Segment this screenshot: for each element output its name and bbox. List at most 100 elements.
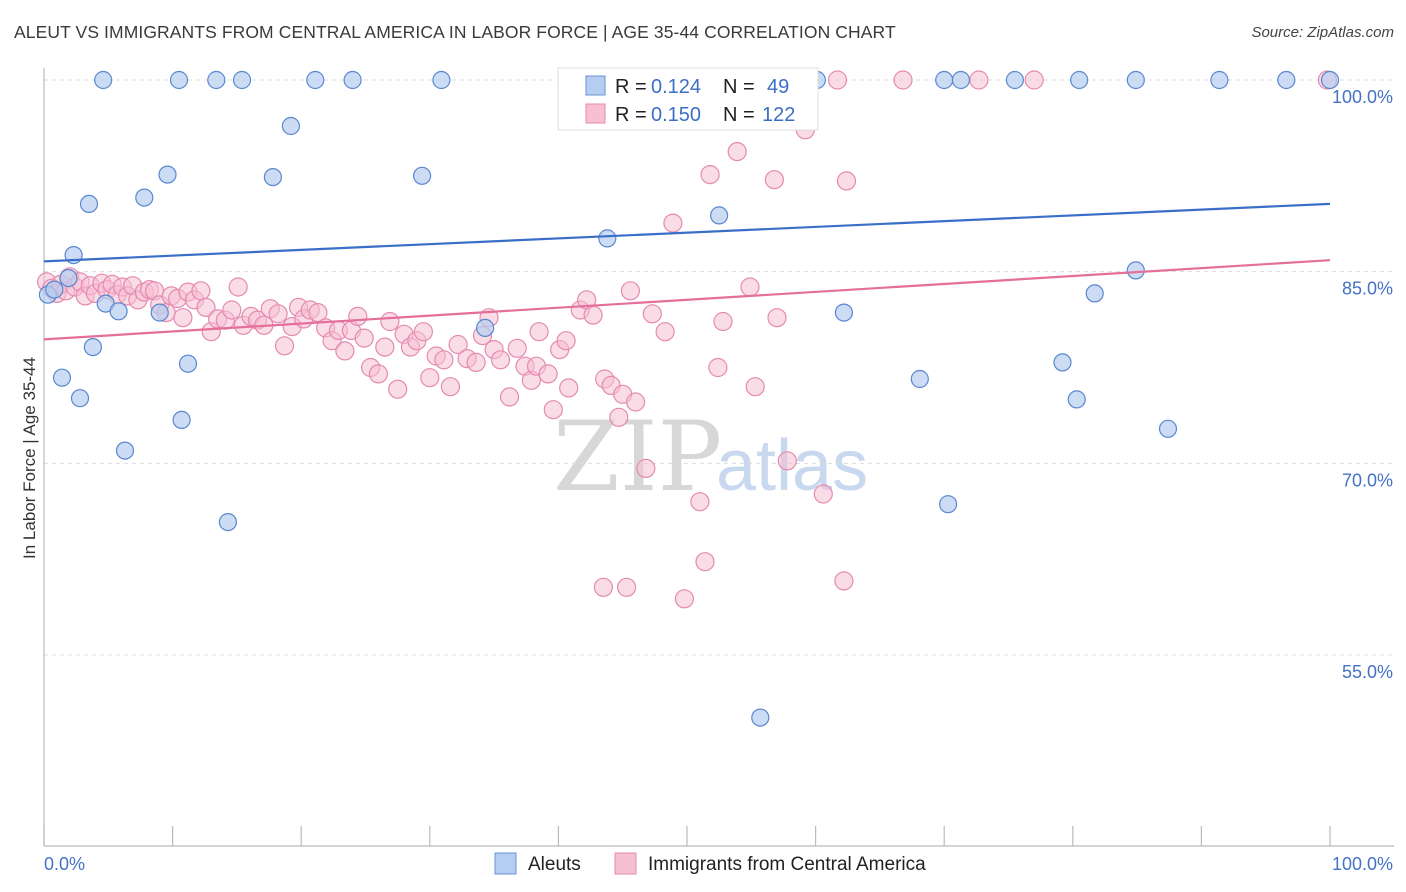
point-immigrants [834,571,854,591]
point-aleuts [1126,261,1145,280]
point-immigrants [490,350,511,370]
point-immigrants [609,407,629,427]
point-immigrants [583,305,603,325]
point-immigrants [466,352,486,372]
point-aleuts [94,70,113,90]
point-immigrants [593,577,614,597]
point-aleuts [1158,419,1178,438]
point-immigrants [655,322,675,342]
bottom-legend-swatch-aleuts [494,852,517,875]
point-aleuts [70,389,90,408]
point-aleuts [1067,390,1086,409]
point-aleuts [178,354,198,373]
point-aleuts [709,206,729,225]
axes [43,68,1394,847]
point-immigrants [1024,70,1044,90]
y-tick-label: 85.0% [1342,279,1393,299]
point-aleuts [232,70,252,90]
point-aleuts [598,229,617,248]
legend-r-value-aleuts: 0.124 [651,76,701,98]
legend-swatch-aleuts [585,75,606,96]
point-immigrants [434,350,454,370]
point-aleuts [263,168,282,187]
point-immigrants [690,492,710,512]
point-immigrants [893,70,913,90]
point-immigrants [499,387,520,407]
point-aleuts [432,70,451,90]
legend-r-label-immigrants: R = [615,104,647,126]
legend-n-value-immigrants: 122 [762,104,795,126]
point-immigrants [777,451,797,471]
point-immigrants [713,311,733,332]
point-immigrants [335,341,355,361]
point-aleuts [115,441,135,460]
point-aleuts [59,269,78,288]
stats-legend: R = 0.124 N = 49 R = 0.150 N = 122 [557,67,819,131]
point-immigrants [663,213,683,233]
point-immigrants [636,458,656,478]
point-immigrants [813,484,833,504]
bottom-legend-label-immigrants: Immigrants from Central America [648,854,926,875]
point-aleuts [1005,70,1025,90]
point-aleuts [1053,353,1072,372]
point-immigrants [700,165,720,185]
point-immigrants [740,277,760,297]
point-immigrants [695,552,715,572]
point-immigrants [196,297,216,317]
point-immigrants [380,311,400,332]
point-immigrants [440,377,460,397]
point-immigrants [764,170,785,190]
series-aleuts-points [38,70,1340,727]
legend-r-value-immigrants: 0.150 [651,104,701,126]
point-aleuts [172,410,191,429]
legend-n-label-aleuts: N = [723,76,755,98]
point-immigrants [191,281,211,301]
point-immigrants [375,337,395,357]
point-aleuts [413,166,432,185]
point-aleuts [109,302,128,321]
point-aleuts [1070,70,1089,90]
point-aleuts [1210,70,1229,90]
point-immigrants [620,281,641,301]
point-aleuts [158,165,177,184]
point-immigrants [507,338,527,358]
point-aleuts [169,70,189,90]
point-aleuts [79,194,99,213]
y-tick-labels: 100.0% 85.0% 70.0% 55.0% [1332,87,1393,682]
x-tick-label-min: 0.0% [44,854,85,874]
legend-n-label-immigrants: N = [723,104,755,126]
point-immigrants [556,331,576,351]
point-immigrants [538,364,558,384]
point-immigrants [268,304,288,324]
y-tick-label: 100.0% [1332,87,1393,107]
point-aleuts [834,303,854,322]
point-aleuts [135,188,154,207]
legend-swatch-immigrants [585,103,606,124]
point-immigrants [448,334,468,355]
legend-r-label-aleuts: R = [615,76,647,98]
point-immigrants [625,392,646,412]
point-aleuts [910,369,929,389]
point-aleuts [207,70,226,90]
point-aleuts [52,368,72,387]
point-immigrants [969,70,989,90]
y-axis-label: In Labor Force | Age 35-44 [20,357,39,559]
point-immigrants [354,328,374,348]
point-immigrants [420,368,440,388]
x-tick-label-max: 100.0% [1332,854,1393,874]
chart-title: ALEUT VS IMMIGRANTS FROM CENTRAL AMERICA… [14,22,896,42]
point-aleuts [83,338,103,357]
bottom-legend: Aleuts Immigrants from Central America [494,852,926,875]
point-aleuts [45,280,64,299]
bottom-legend-swatch-immigrants [614,852,637,875]
trend-line-aleuts [43,202,1331,263]
series-immigrants-points [36,70,1338,609]
point-aleuts [751,708,770,727]
point-aleuts [150,303,169,322]
trend-lines [43,202,1331,341]
point-aleuts [476,318,495,337]
point-immigrants [529,322,549,342]
point-aleuts [218,512,237,532]
legend-n-value-aleuts: 49 [767,76,789,98]
